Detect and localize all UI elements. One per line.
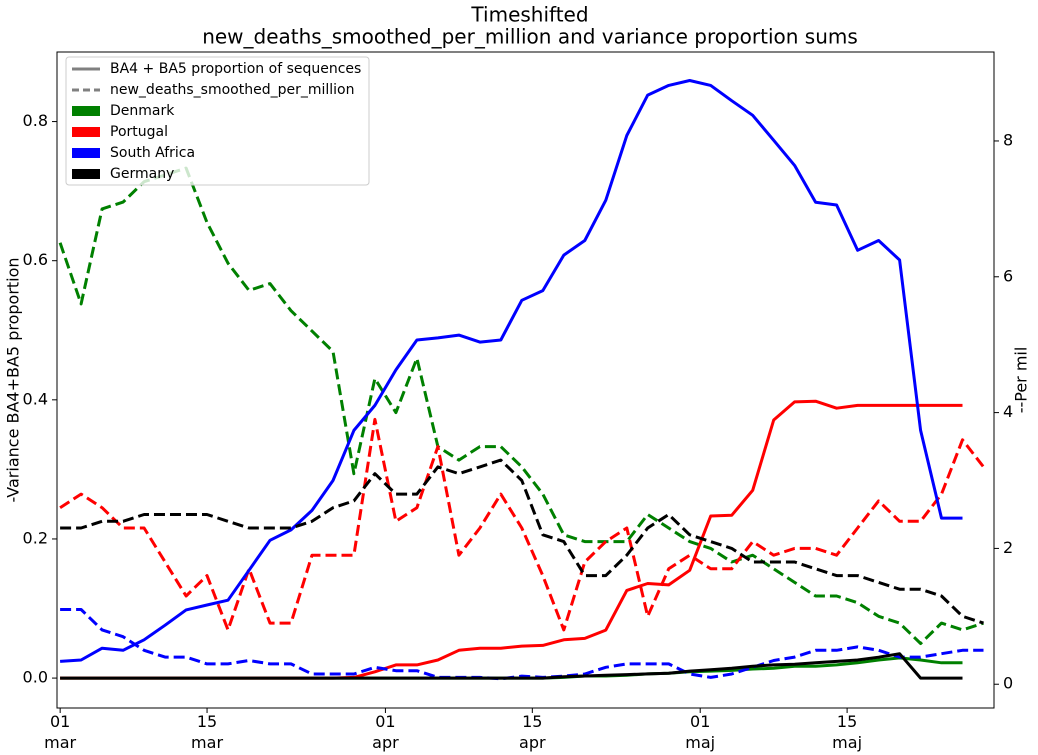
legend-patch — [72, 106, 100, 116]
x-tick-label: 15 maj — [832, 712, 863, 752]
deaths-line — [58, 166, 984, 645]
x-tick-label: 15 mar — [191, 712, 224, 752]
y-tick-label: 0.8 — [23, 111, 48, 130]
legend-patch — [72, 127, 100, 137]
y-tick-label: 0.6 — [23, 250, 48, 269]
plot-lines — [58, 79, 985, 681]
legend-label: new_deaths_smoothed_per_million — [110, 82, 355, 98]
y2-tick-label: 4 — [1003, 402, 1013, 421]
y-tick-label: 0.2 — [23, 528, 48, 547]
y-tick-label: 0.0 — [23, 668, 48, 687]
plot-frame — [56, 51, 995, 709]
x-tick-label: 15 apr — [519, 712, 546, 752]
legend-patch — [72, 148, 100, 158]
y-tick-label: 0.4 — [23, 389, 48, 408]
legend-label: South Africa — [110, 145, 195, 161]
legend-label: Portugal — [110, 124, 168, 140]
x-tick-label: 01 apr — [372, 712, 399, 752]
legend-patch — [72, 169, 100, 179]
y-axis-label: -Variance BA4+BA5 proportion — [4, 257, 23, 502]
x-tick-label: 01 maj — [685, 712, 716, 752]
deaths-line — [59, 417, 985, 632]
legend-label: Germany — [110, 166, 174, 182]
y2-tick-label: 0 — [1003, 674, 1013, 693]
y2-axis-label: --Per mil — [1012, 347, 1031, 414]
legend-label: Denmark — [110, 103, 175, 119]
deaths-line — [60, 458, 984, 625]
deaths-line — [60, 608, 984, 681]
proportion-line — [60, 79, 963, 663]
y2-tick-label: 6 — [1003, 266, 1013, 285]
proportion-line — [60, 652, 963, 680]
legend: BA4 + BA5 proportion of sequences new_dea… — [65, 56, 370, 186]
proportion-line — [60, 399, 963, 680]
chart-subtitle: new_deaths_smoothed_per_million and vari… — [202, 25, 858, 49]
legend-box — [65, 56, 370, 186]
legend-label: BA4 + BA5 proportion of sequences — [110, 61, 361, 77]
y2-tick-label: 8 — [1003, 130, 1013, 149]
x-tick-label: 01 mar — [44, 712, 77, 752]
y2-tick-label: 2 — [1003, 538, 1013, 557]
chart-title: Timeshifted — [470, 3, 588, 27]
